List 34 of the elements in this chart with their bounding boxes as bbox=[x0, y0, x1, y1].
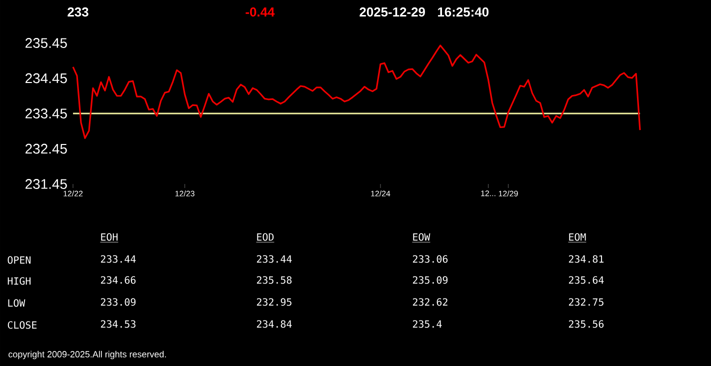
text: 235.64 bbox=[568, 276, 604, 284]
text: 233.09 bbox=[100, 298, 136, 306]
text: EOH bbox=[101, 233, 118, 241]
text: 16:25:40 bbox=[438, 7, 489, 17]
text: 235.56 bbox=[568, 320, 604, 328]
text: 233.06 bbox=[412, 255, 448, 263]
text: 235.09 bbox=[412, 276, 448, 284]
text: LOW bbox=[8, 299, 26, 307]
text: 234.84 bbox=[256, 320, 292, 328]
y-tick-label: 231.45 bbox=[26, 179, 67, 189]
text: 2025-12-29 bbox=[360, 7, 425, 17]
y-tick-label: 235.45 bbox=[26, 38, 67, 48]
text: 232.62 bbox=[412, 298, 448, 306]
text: 234.66 bbox=[100, 276, 136, 284]
text: 233.44 bbox=[256, 255, 292, 263]
text: EOM bbox=[569, 233, 586, 241]
text: -0.44 bbox=[246, 7, 275, 17]
text: OPEN bbox=[8, 256, 31, 264]
text: 234.53 bbox=[100, 320, 136, 328]
text: 234.81 bbox=[568, 255, 604, 263]
y-tick-label: 232.45 bbox=[26, 144, 67, 154]
text: 233 bbox=[68, 7, 88, 17]
text: 233.44 bbox=[100, 255, 136, 263]
text: EOW bbox=[413, 233, 430, 241]
text: copyright 2009-2025.All rights reserved. bbox=[8, 350, 166, 360]
text: CLOSE bbox=[8, 321, 37, 329]
text: HIGH bbox=[8, 277, 31, 285]
text: 232.75 bbox=[568, 298, 604, 306]
text: 235.4 bbox=[412, 320, 442, 328]
text: 235.58 bbox=[256, 276, 292, 284]
y-tick-label: 234.45 bbox=[26, 73, 67, 84]
text: 232.95 bbox=[256, 298, 292, 306]
text: EOD bbox=[257, 233, 274, 241]
y-tick-label: 233.45 bbox=[26, 108, 67, 118]
